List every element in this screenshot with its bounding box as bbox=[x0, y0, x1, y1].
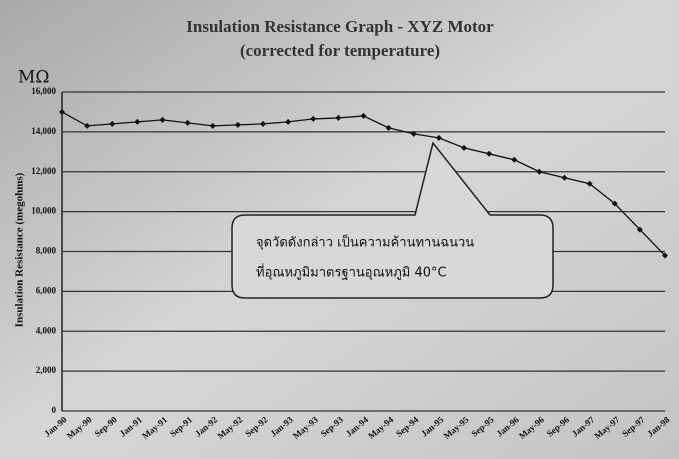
data-point bbox=[435, 134, 442, 141]
data-point bbox=[511, 156, 518, 163]
y-tick-label: 8,000 bbox=[36, 246, 57, 256]
data-point bbox=[234, 121, 241, 128]
chart-title: Insulation Resistance Graph - XYZ Motor bbox=[186, 17, 494, 36]
y-tick-label: 10,000 bbox=[31, 206, 56, 216]
callout bbox=[231, 141, 554, 299]
data-point bbox=[486, 150, 493, 157]
chart-subtitle: (corrected for temperature) bbox=[240, 41, 440, 60]
y-tick-label: 0 bbox=[52, 405, 57, 415]
data-point bbox=[84, 122, 91, 129]
data-point bbox=[310, 115, 317, 122]
y-tick-label: 12,000 bbox=[31, 166, 56, 176]
y-tick-label: 16,000 bbox=[31, 86, 56, 96]
y-tick-label: 6,000 bbox=[36, 285, 57, 295]
y-axis-label: Insulation Resistance (megohms) bbox=[14, 172, 26, 327]
data-point bbox=[285, 118, 292, 125]
data-point bbox=[636, 226, 643, 233]
data-point bbox=[159, 116, 166, 123]
y-tick-label: 2,000 bbox=[36, 365, 57, 375]
data-point bbox=[662, 252, 668, 259]
data-point bbox=[109, 120, 116, 127]
data-point bbox=[209, 122, 216, 129]
y-tick-label: 4,000 bbox=[36, 325, 57, 335]
callout-text: ที่อุณหภูมิมาตรฐานอุณหภูมิ 40°C bbox=[256, 264, 447, 281]
data-point bbox=[461, 144, 467, 151]
data-point bbox=[360, 112, 367, 119]
data-point bbox=[611, 200, 618, 207]
data-point bbox=[59, 108, 65, 115]
data-point bbox=[184, 119, 191, 126]
data-point bbox=[586, 180, 593, 187]
data-point bbox=[335, 114, 342, 121]
data-point bbox=[410, 130, 417, 137]
unit-label: MΩ bbox=[18, 68, 50, 88]
data-point bbox=[385, 124, 392, 131]
data-point bbox=[260, 120, 266, 127]
data-point bbox=[134, 118, 141, 125]
callout-text: จุดวัดดังกล่าว เป็นความค้านทานฉนวน bbox=[256, 233, 474, 251]
data-point bbox=[536, 168, 543, 175]
data-point bbox=[561, 174, 568, 181]
y-tick-label: 14,000 bbox=[31, 126, 56, 136]
